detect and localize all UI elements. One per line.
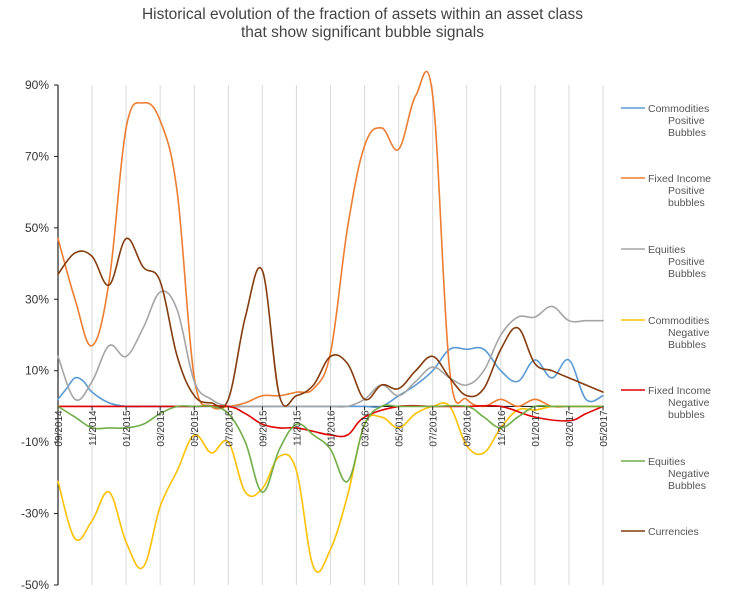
- x-tick-label-16: 05/2017: [599, 410, 610, 447]
- legend-label-fixed-income-positive-bubbles: Fixed Income Positive bubbles: [648, 173, 711, 209]
- legend-label-line: Bubbles: [668, 339, 706, 351]
- legend-label-line: Bubbles: [668, 480, 706, 492]
- legend-label-equities-negative-bubbles: Equities Negative Bubbles: [648, 456, 710, 492]
- series-line-fixed-income-positive-bubbles: [57, 70, 604, 410]
- gridlines: [91, 85, 604, 585]
- series-line-currencies: [57, 237, 604, 409]
- legend-label-fixed-income-negative-bubbles: Fixed Income Negative bubbles: [648, 385, 711, 421]
- y-tick-label-5: -10%: [21, 435, 49, 449]
- legend-label-commodities-negative-bubbles: Commodities Negative Bubbles: [648, 315, 710, 351]
- legend-label-line: Commodities: [648, 315, 709, 327]
- chart-title-line-1: Historical evolution of the fraction of …: [141, 6, 584, 23]
- series-lines: [57, 70, 604, 573]
- legend-label-line: Fixed Income: [648, 173, 711, 185]
- x-tick-label-7: 11/2015: [292, 410, 303, 446]
- x-tick-label-4: 05/2015: [190, 410, 201, 447]
- legend-label-line: Fixed Income: [648, 385, 711, 397]
- x-tick-label-3: 03/2015: [156, 410, 167, 447]
- legend-label-line: Bubbles: [668, 268, 706, 280]
- x-tick-label-0: 09/2014: [54, 410, 65, 447]
- x-tick-label-1: 11/2014: [88, 410, 99, 446]
- legend-label-line: Negative: [668, 397, 710, 409]
- legend-label-commodities-positive-bubbles: Commodities Positive Bubbles: [648, 103, 709, 139]
- y-axis-ticks: 90% 70% 50% 30% 10% -10% -30% -50%: [21, 78, 58, 592]
- legend-label-line: Positive: [668, 115, 705, 127]
- y-tick-label-2: 50%: [25, 221, 49, 235]
- x-tick-label-15: 03/2017: [565, 410, 576, 447]
- x-tick-label-11: 07/2016: [429, 410, 440, 447]
- legend-label-currencies: Currencies: [648, 526, 699, 538]
- x-axis-ticks: 09/2014 11/2014 01/2015 03/2015 05/2015 07/20…: [54, 406, 610, 447]
- legend-label-line: Positive: [668, 185, 705, 197]
- y-tick-label-0: 90%: [25, 78, 49, 92]
- x-tick-label-13: 11/2016: [497, 410, 508, 446]
- x-tick-label-2: 01/2015: [122, 410, 133, 447]
- legend-label-line: bubbles: [668, 409, 705, 421]
- series-line-commodities-negative-bubbles: [57, 402, 604, 573]
- legend-label-line: Commodities: [648, 103, 709, 115]
- x-tick-label-12: 09/2016: [463, 410, 474, 447]
- x-tick-label-10: 05/2016: [395, 410, 406, 447]
- x-tick-label-6: 09/2015: [258, 410, 269, 447]
- series-line-equities-positive-bubbles: [57, 290, 604, 408]
- x-tick-label-8: 01/2016: [327, 410, 338, 447]
- y-tick-label-6: -30%: [21, 507, 49, 521]
- legend-label-line: Negative: [668, 327, 710, 339]
- x-tick-label-9: 03/2016: [361, 410, 372, 447]
- y-tick-label-4: 10%: [25, 364, 49, 378]
- legend-label-line: Equities: [648, 456, 685, 468]
- legend-label-line: Currencies: [648, 526, 699, 538]
- legend-label-line: Bubbles: [668, 127, 706, 139]
- legend-label-equities-positive-bubbles: Equities Positive Bubbles: [648, 244, 706, 280]
- chart-title-line-2: that show significant bubble signals: [241, 24, 484, 41]
- legend-label-line: Negative: [668, 468, 710, 480]
- legend-label-line: bubbles: [668, 197, 705, 209]
- legend-label-line: Equities: [648, 244, 685, 256]
- series-line-equities-negative-bubbles: [57, 404, 604, 493]
- legend-label-line: Positive: [668, 256, 705, 268]
- x-tick-label-14: 01/2017: [531, 410, 542, 447]
- x-tick-label-5: 07/2015: [224, 410, 235, 447]
- y-tick-label-7: -50%: [21, 578, 49, 592]
- y-tick-label-1: 70%: [25, 149, 49, 163]
- y-tick-label-3: 30%: [25, 292, 49, 306]
- chart-title: Historical evolution of the fraction of …: [0, 6, 725, 42]
